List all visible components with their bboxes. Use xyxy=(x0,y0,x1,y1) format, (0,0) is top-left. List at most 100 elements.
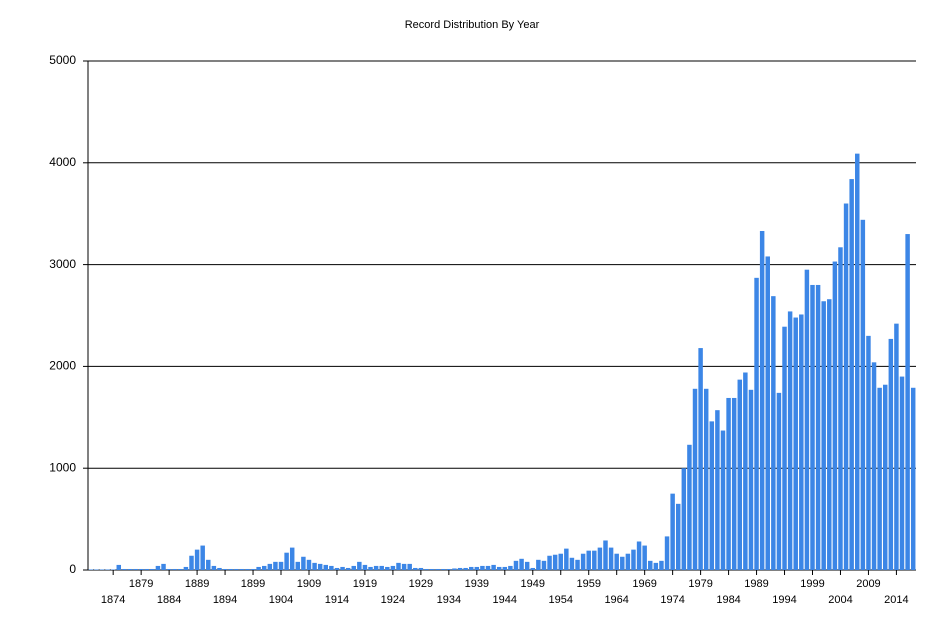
bar xyxy=(424,568,429,570)
bar xyxy=(357,561,362,570)
bar xyxy=(161,563,166,570)
bar xyxy=(166,568,172,570)
bar xyxy=(379,565,384,570)
bar xyxy=(435,568,440,570)
bar xyxy=(787,311,793,570)
bar xyxy=(122,568,127,570)
x-tick-label: 2004 xyxy=(828,594,852,606)
bar xyxy=(306,559,312,570)
bar xyxy=(782,326,787,570)
bar xyxy=(222,568,228,570)
bar xyxy=(860,219,866,571)
bar xyxy=(720,430,726,570)
y-tick-label: 5000 xyxy=(49,53,76,67)
bar xyxy=(463,567,468,570)
bar xyxy=(211,565,217,570)
bar xyxy=(485,565,491,570)
bar xyxy=(133,568,138,570)
bar xyxy=(105,569,110,570)
bar xyxy=(636,541,642,570)
bar xyxy=(390,565,396,570)
bar xyxy=(110,569,116,570)
x-tick-label: 1949 xyxy=(521,578,545,590)
bar xyxy=(603,540,608,570)
bar xyxy=(575,559,580,570)
bar xyxy=(855,153,860,570)
bar xyxy=(726,397,731,570)
bar xyxy=(446,568,452,570)
bar xyxy=(614,553,619,570)
bar xyxy=(261,565,267,570)
bar xyxy=(608,547,614,570)
x-tick-label: 2014 xyxy=(884,594,908,606)
bar xyxy=(301,556,306,570)
x-tick-label: 1999 xyxy=(800,578,824,590)
bar xyxy=(815,284,821,570)
bar xyxy=(317,563,323,570)
bar xyxy=(194,549,200,570)
bar xyxy=(362,564,368,570)
bar xyxy=(832,261,838,570)
bar xyxy=(530,567,536,570)
bar xyxy=(659,560,664,570)
x-tick-label: 1959 xyxy=(576,578,600,590)
bar xyxy=(217,567,222,570)
bar xyxy=(496,566,502,570)
bar xyxy=(519,558,524,570)
x-tick-label: 1884 xyxy=(157,594,181,606)
bar xyxy=(687,444,692,570)
x-tick-label: 1944 xyxy=(493,594,517,606)
x-tick-label: 1939 xyxy=(465,578,489,590)
bar xyxy=(183,566,189,570)
bar xyxy=(524,561,530,570)
bar xyxy=(776,392,782,570)
bar xyxy=(418,567,424,570)
bar xyxy=(882,384,888,570)
x-tick-label: 1899 xyxy=(241,578,265,590)
y-tick-label: 3000 xyxy=(49,257,76,271)
chart-title: Record Distribution By Year xyxy=(405,19,540,31)
x-tick-label: 1954 xyxy=(549,594,573,606)
bar xyxy=(910,387,916,570)
bar xyxy=(228,568,233,570)
bar xyxy=(245,568,250,570)
bar xyxy=(620,556,625,570)
bar xyxy=(754,277,759,570)
bar xyxy=(552,554,558,570)
bar xyxy=(810,284,815,570)
bar xyxy=(743,372,748,570)
bar xyxy=(804,269,810,570)
y-tick-label: 1000 xyxy=(49,460,76,474)
bar xyxy=(894,323,899,570)
bar xyxy=(698,348,703,570)
bar xyxy=(586,550,591,570)
x-tick-label: 2009 xyxy=(856,578,880,590)
bar xyxy=(368,566,373,570)
bar xyxy=(267,563,273,570)
bar xyxy=(452,568,457,570)
bar xyxy=(888,338,894,570)
x-tick-label: 1919 xyxy=(353,578,377,590)
bar xyxy=(592,550,597,570)
bar xyxy=(278,561,284,570)
bar xyxy=(234,568,239,570)
bar xyxy=(675,503,681,570)
bar xyxy=(206,559,211,570)
bar xyxy=(334,567,340,570)
bar xyxy=(838,247,843,570)
bar xyxy=(631,549,636,570)
bar xyxy=(681,468,687,570)
bar xyxy=(116,564,122,570)
bar xyxy=(536,559,541,570)
bar xyxy=(513,560,519,570)
x-tick-label: 1874 xyxy=(101,594,125,606)
bar xyxy=(94,569,99,570)
bar xyxy=(799,314,804,570)
bar xyxy=(508,565,513,570)
x-tick-label: 1894 xyxy=(213,594,237,606)
bar xyxy=(502,566,508,570)
bar xyxy=(474,566,480,570)
x-tick-label: 1994 xyxy=(772,594,796,606)
bar xyxy=(827,299,832,570)
